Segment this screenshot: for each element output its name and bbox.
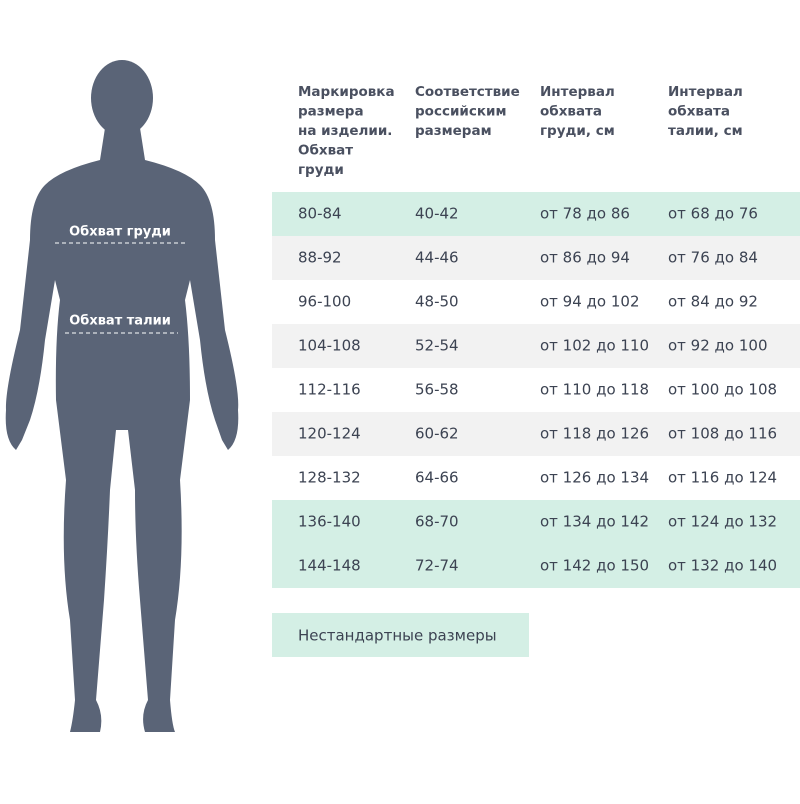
table: Маркировка размера на изделии. Обхват груди С… [272, 84, 800, 588]
cell: от 116 до 124 [668, 469, 777, 487]
cell: 128-132 [298, 469, 361, 487]
cell: от 92 до 100 [668, 337, 768, 355]
header-cell: Обхват [298, 143, 353, 159]
header-cell: размерам [415, 123, 492, 139]
cell: 64-66 [415, 469, 459, 487]
cell: от 94 до 102 [540, 293, 640, 311]
cell: 72-74 [415, 557, 459, 575]
waist-label: Обхват талии [69, 314, 171, 329]
cell: от 126 до 134 [540, 469, 649, 487]
header-cell: груди [298, 162, 344, 178]
row-background [272, 412, 800, 456]
cell: от 86 до 94 [540, 249, 630, 267]
cell: от 108 до 116 [668, 425, 777, 443]
cell: 60-62 [415, 425, 459, 443]
header-cell: Маркировка [298, 84, 395, 100]
cell: 96-100 [298, 293, 351, 311]
row-background [272, 236, 800, 280]
cell: 56-58 [415, 381, 459, 399]
row-background [272, 500, 800, 544]
cell: от 132 до 140 [668, 557, 777, 575]
header-cell: груди, см [540, 123, 615, 139]
cell: 44-46 [415, 249, 459, 267]
cell: от 76 до 84 [668, 249, 758, 267]
cell: от 118 до 126 [540, 425, 649, 443]
cell: 144-148 [298, 557, 361, 575]
cell: от 110 до 118 [540, 381, 649, 399]
header-cell: российским [415, 104, 507, 120]
header-cell: талии, см [668, 123, 743, 139]
cell: 68-70 [415, 513, 459, 531]
legend-box [272, 613, 529, 657]
header-cell: обхвата [540, 104, 602, 120]
silhouette [5, 60, 239, 732]
cell: 120-124 [298, 425, 361, 443]
cell: от 142 до 150 [540, 557, 649, 575]
row-background [272, 324, 800, 368]
cell: от 124 до 132 [668, 513, 777, 531]
cell: 112-116 [298, 381, 361, 399]
header-cell: обхвата [668, 104, 730, 120]
legend-label: Нестандартные размеры [298, 627, 497, 645]
cell: от 78 до 86 [540, 205, 630, 223]
cell: от 84 до 92 [668, 293, 758, 311]
cell: 80-84 [298, 205, 342, 223]
header-cell: на изделии. [298, 123, 392, 139]
chest-label: Обхват груди [69, 225, 171, 240]
cell: 40-42 [415, 205, 459, 223]
cell: от 134 до 142 [540, 513, 649, 531]
cell: 48-50 [415, 293, 459, 311]
cell: от 100 до 108 [668, 381, 777, 399]
row-background [272, 368, 800, 412]
cell: 104-108 [298, 337, 361, 355]
cell: от 102 до 110 [540, 337, 649, 355]
header-cell: Соответствие [415, 84, 520, 100]
row-background [272, 192, 800, 236]
header-cell: Интервал [540, 84, 615, 100]
cell: 136-140 [298, 513, 361, 531]
cell: от 68 до 76 [668, 205, 758, 223]
row-background [272, 456, 800, 500]
header-cell: Интервал [668, 84, 743, 100]
cell: 88-92 [298, 249, 342, 267]
row-background [272, 280, 800, 324]
row-background [272, 544, 800, 588]
header-cell: размера [298, 104, 364, 120]
cell: 52-54 [415, 337, 459, 355]
